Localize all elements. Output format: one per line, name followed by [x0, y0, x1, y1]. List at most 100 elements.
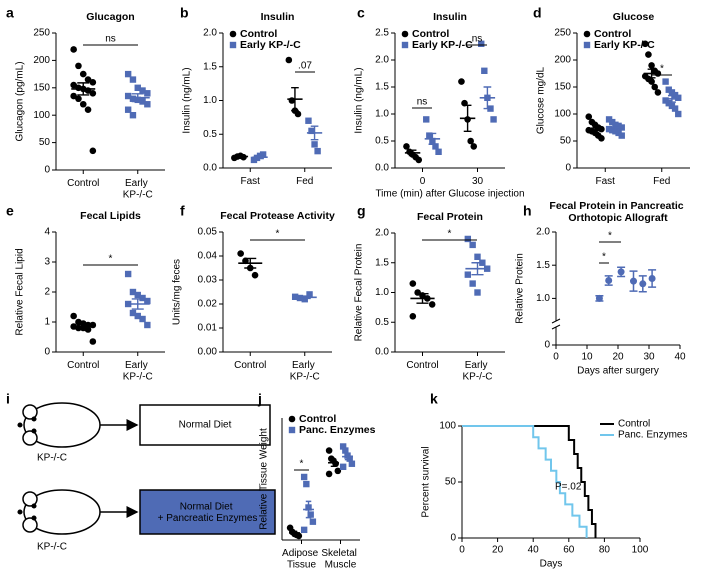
panel-letter: j	[257, 391, 262, 407]
y-axis-label: Relative Tissue Weight	[259, 428, 270, 530]
significance-label: ns	[417, 97, 428, 108]
x-tick-label: 30	[643, 352, 655, 363]
y-axis-label: Relative Fecal Lipid	[15, 248, 26, 335]
data-point	[474, 253, 481, 260]
legend-label: Control	[240, 28, 277, 40]
y-tick-label: 0	[565, 163, 571, 174]
chart-title: Insulin	[261, 11, 295, 23]
mouse-label: KP-/-C	[37, 453, 67, 464]
axis-break	[551, 318, 561, 330]
error-bar	[611, 126, 620, 132]
error-bar	[77, 323, 90, 330]
data-point	[409, 280, 417, 287]
data-point	[89, 321, 97, 329]
x-tick-label: Early KP-/-C	[463, 360, 493, 383]
data-point	[467, 137, 474, 145]
data-point	[618, 124, 625, 131]
data-point	[470, 143, 478, 150]
error-bar	[344, 452, 351, 461]
y-axis-label: Units/mg feces	[172, 259, 183, 325]
data-point	[423, 116, 430, 123]
y-axis-label: Percent survival	[421, 446, 432, 517]
data-point	[309, 518, 317, 525]
error-bar	[236, 155, 245, 158]
y-tick-label: 250	[33, 28, 50, 39]
x-tick-label: Fast	[241, 176, 261, 187]
x-tick-label: 20	[492, 545, 504, 556]
y-tick-label: 2.0	[536, 227, 550, 238]
x-axis-label: Time (min) after Glucose injection	[375, 189, 524, 200]
data-point	[675, 110, 682, 118]
error-bar	[291, 530, 298, 536]
data-point	[428, 301, 436, 308]
y-tick-label: 0	[450, 533, 456, 544]
legend-marker	[288, 415, 296, 423]
significance-label: *	[276, 229, 280, 240]
data-point	[237, 250, 244, 257]
data-point	[89, 79, 97, 86]
y-tick-label: 2.5	[375, 28, 389, 39]
y-tick-label: 150	[554, 82, 571, 93]
y-tick-label: 1.5	[536, 260, 550, 271]
legend-marker	[583, 30, 591, 38]
data-point	[415, 156, 423, 164]
error-bar	[428, 132, 437, 145]
legend-label: Early KP-/-C	[412, 39, 473, 51]
data-point	[432, 143, 439, 150]
data-point	[84, 326, 92, 333]
data-point	[346, 455, 353, 462]
x-tick-label: 0	[420, 176, 426, 187]
y-tick-label: 2	[44, 287, 50, 298]
x-tick-label: 0	[553, 352, 559, 363]
legend-marker	[401, 41, 409, 49]
y-tick-label: 150	[33, 82, 50, 93]
x-tick-label: 40	[674, 352, 686, 363]
data-point	[464, 235, 472, 243]
data-point	[671, 105, 679, 112]
x-tick-label-line: Fed	[296, 176, 313, 187]
legend-marker	[583, 41, 591, 49]
data-point	[251, 271, 259, 279]
data-point	[639, 280, 647, 288]
survival-line	[462, 425, 588, 538]
data-point	[325, 470, 333, 478]
chart-title: Insulin	[433, 11, 467, 23]
x-tick-label-line: Fast	[241, 176, 261, 187]
data-point	[474, 289, 481, 296]
data-point	[129, 288, 137, 296]
data-point	[645, 51, 652, 58]
data-point	[305, 117, 312, 124]
data-point	[89, 89, 97, 97]
y-tick-label: 4	[44, 227, 50, 238]
x-tick-label-line: Control	[67, 178, 99, 189]
data-point	[144, 297, 151, 305]
y-tick-label: 0.5	[375, 317, 389, 328]
error-bar	[471, 262, 484, 276]
y-tick-label: 50	[560, 136, 572, 147]
y-tick-label: 3	[44, 257, 50, 268]
error-bar	[591, 127, 600, 134]
data-point	[585, 113, 593, 120]
x-tick-label-line: Skeletal	[321, 548, 359, 559]
data-point	[458, 78, 465, 85]
data-point	[481, 67, 488, 74]
x-tick-label-line: Fast	[596, 176, 616, 187]
mouse-label: KP-/-C	[37, 542, 67, 553]
diet-box	[139, 489, 276, 535]
y-tick-label: 0.0	[375, 347, 389, 358]
y-tick-label: 0	[544, 340, 550, 351]
data-point	[307, 511, 314, 518]
x-tick-label: 60	[563, 545, 575, 556]
y-axis-label: Relative Protein	[515, 253, 526, 324]
data-point	[662, 78, 669, 85]
box-label-line: + Pancreatic Enzymes	[158, 512, 258, 523]
data-point	[139, 87, 146, 94]
error-bar	[310, 125, 319, 141]
error-bar	[330, 458, 337, 467]
y-axis-label: Insulin (ng/mL)	[182, 67, 193, 133]
box-label: Normal Diet + Pancreatic Enzymes	[158, 501, 258, 524]
data-point	[595, 294, 603, 302]
x-tick-label-line: KP-/-C	[123, 371, 153, 382]
error-bar	[463, 104, 472, 132]
error-bar	[416, 292, 429, 304]
